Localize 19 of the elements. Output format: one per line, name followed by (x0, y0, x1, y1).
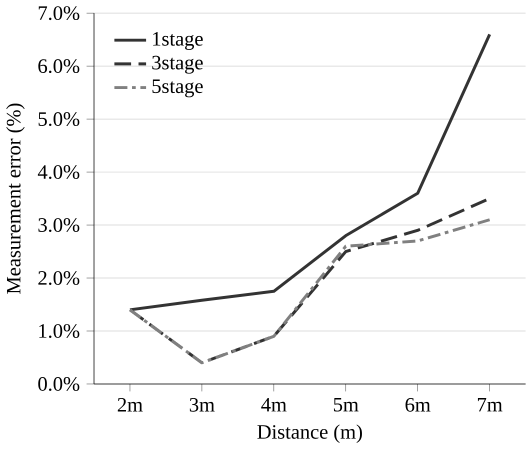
legend-label: 5stage (152, 79, 203, 98)
legend-label: 1stage (153, 32, 203, 50)
x-tick-label: 4m (261, 398, 287, 412)
x-tick-label: 5m (334, 398, 358, 412)
y-tick-label: 0.0% (38, 376, 80, 391)
y-tick-label: 3.0% (38, 218, 80, 232)
y-tick-label: 5.0% (38, 112, 80, 126)
x-tick-label: 2m (118, 398, 143, 412)
x-axis-title: Distance (m) (257, 424, 362, 443)
y-tick-label: 2.0% (38, 271, 80, 285)
y-axis-title: Measurement error (%) (6, 104, 25, 294)
x-tick-label: 6m (406, 398, 430, 412)
x-tick-label: 3m (190, 398, 215, 412)
y-tick-label: 1.0% (39, 324, 80, 338)
legend-label: 3stage (152, 56, 203, 74)
y-tick-label: 7.0% (38, 6, 80, 20)
y-tick-label: 4.0% (38, 165, 80, 179)
y-tick-label: 6.0% (38, 59, 80, 73)
x-tick-label: 7m (478, 398, 502, 412)
